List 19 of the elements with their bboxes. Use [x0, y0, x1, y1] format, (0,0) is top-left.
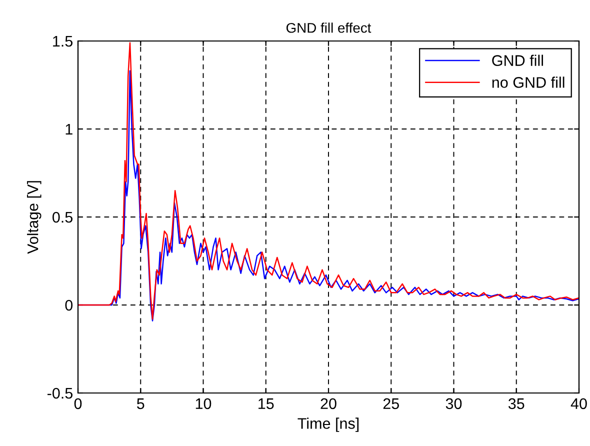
legend-label: GND fill [492, 54, 543, 66]
legend-label: no GND fill [492, 76, 564, 88]
x-axis-title: Time [ns] [298, 418, 359, 432]
y-tick-label: 1 [66, 124, 72, 135]
x-tick-label: 5 [136, 398, 144, 410]
y-tick-label: 0.5 [52, 212, 72, 223]
y-tick-label: 1.5 [53, 36, 72, 47]
y-tick-label: -0.5 [47, 388, 72, 399]
x-tick-label: 25 [383, 398, 399, 410]
y-tick-label: 0 [65, 300, 73, 311]
chart-title: GND fill effect [286, 22, 372, 33]
x-tick-label: 0 [74, 398, 82, 410]
x-tick-label: 15 [258, 398, 274, 410]
x-tick-label: 30 [446, 398, 462, 410]
x-tick-label: 40 [570, 398, 587, 410]
x-tick-label: 20 [320, 398, 336, 410]
x-tick-label: 35 [508, 398, 524, 410]
y-axis-title: Voltage [V] [27, 181, 42, 254]
x-tick-label: 10 [196, 398, 212, 410]
